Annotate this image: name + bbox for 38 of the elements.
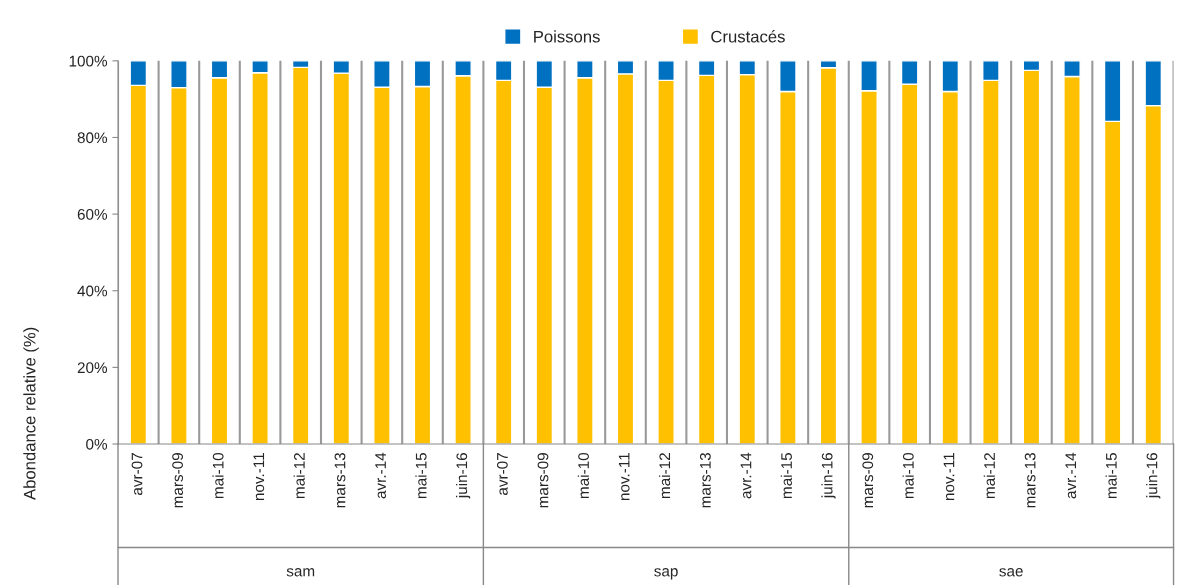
y-tick-label: 0% — [86, 438, 108, 450]
y-tick-label: 60% — [77, 208, 108, 220]
x-tick-label: juin-16 — [455, 453, 471, 499]
y-tick-label: 20% — [77, 362, 108, 374]
text: sae — [999, 568, 1023, 577]
y-tick-label: 80% — [77, 132, 108, 144]
x-tick-label: mai-10 — [902, 452, 914, 499]
y-axis-title: Abondance relative (%) — [23, 327, 39, 500]
x-tick-label: mai-10 — [212, 452, 224, 499]
y-tick-label: 40% — [77, 285, 108, 297]
text: sam — [286, 568, 315, 577]
x-tick-label: avr.-14 — [375, 452, 386, 499]
x-tick-label: mai-12 — [983, 453, 995, 499]
x-tick-label: mai-15 — [415, 452, 427, 499]
x-tick-label: mars-13 — [1024, 453, 1036, 508]
legend-label: Crustacés — [711, 30, 785, 43]
x-tick-label: nov.-11 — [253, 453, 265, 501]
x-tick-label: mai-12 — [658, 453, 671, 499]
x-tick-label: juin-16 — [821, 453, 836, 499]
x-tick-label: avr.-14 — [1065, 452, 1077, 499]
x-tick-label: mai-10 — [577, 452, 589, 499]
x-tick-label: avr-07 — [496, 453, 508, 495]
x-tick-label: avr-07 — [131, 453, 143, 495]
x-tick-label: mai-12 — [293, 453, 305, 499]
x-tick-label: avr.-14 — [740, 452, 752, 499]
legend-label: Poissons — [534, 30, 600, 43]
y-tick-label: 100% — [69, 55, 108, 67]
x-tick-label: mai-15 — [780, 452, 792, 499]
x-tick-label: juin-16 — [1146, 453, 1161, 499]
x-tick-label: mars-09 — [862, 453, 874, 508]
x-tick-label: mars-09 — [537, 453, 549, 508]
x-tick-label: mai-15 — [1105, 452, 1117, 499]
x-tick-label: mars-09 — [172, 453, 183, 508]
x-tick-label: nov.-11 — [943, 453, 955, 501]
text: sap — [654, 568, 678, 580]
x-tick-label: mars-13 — [699, 453, 711, 508]
x-tick-label: mars-13 — [334, 453, 346, 508]
x-tick-label: nov.-11 — [618, 453, 630, 501]
